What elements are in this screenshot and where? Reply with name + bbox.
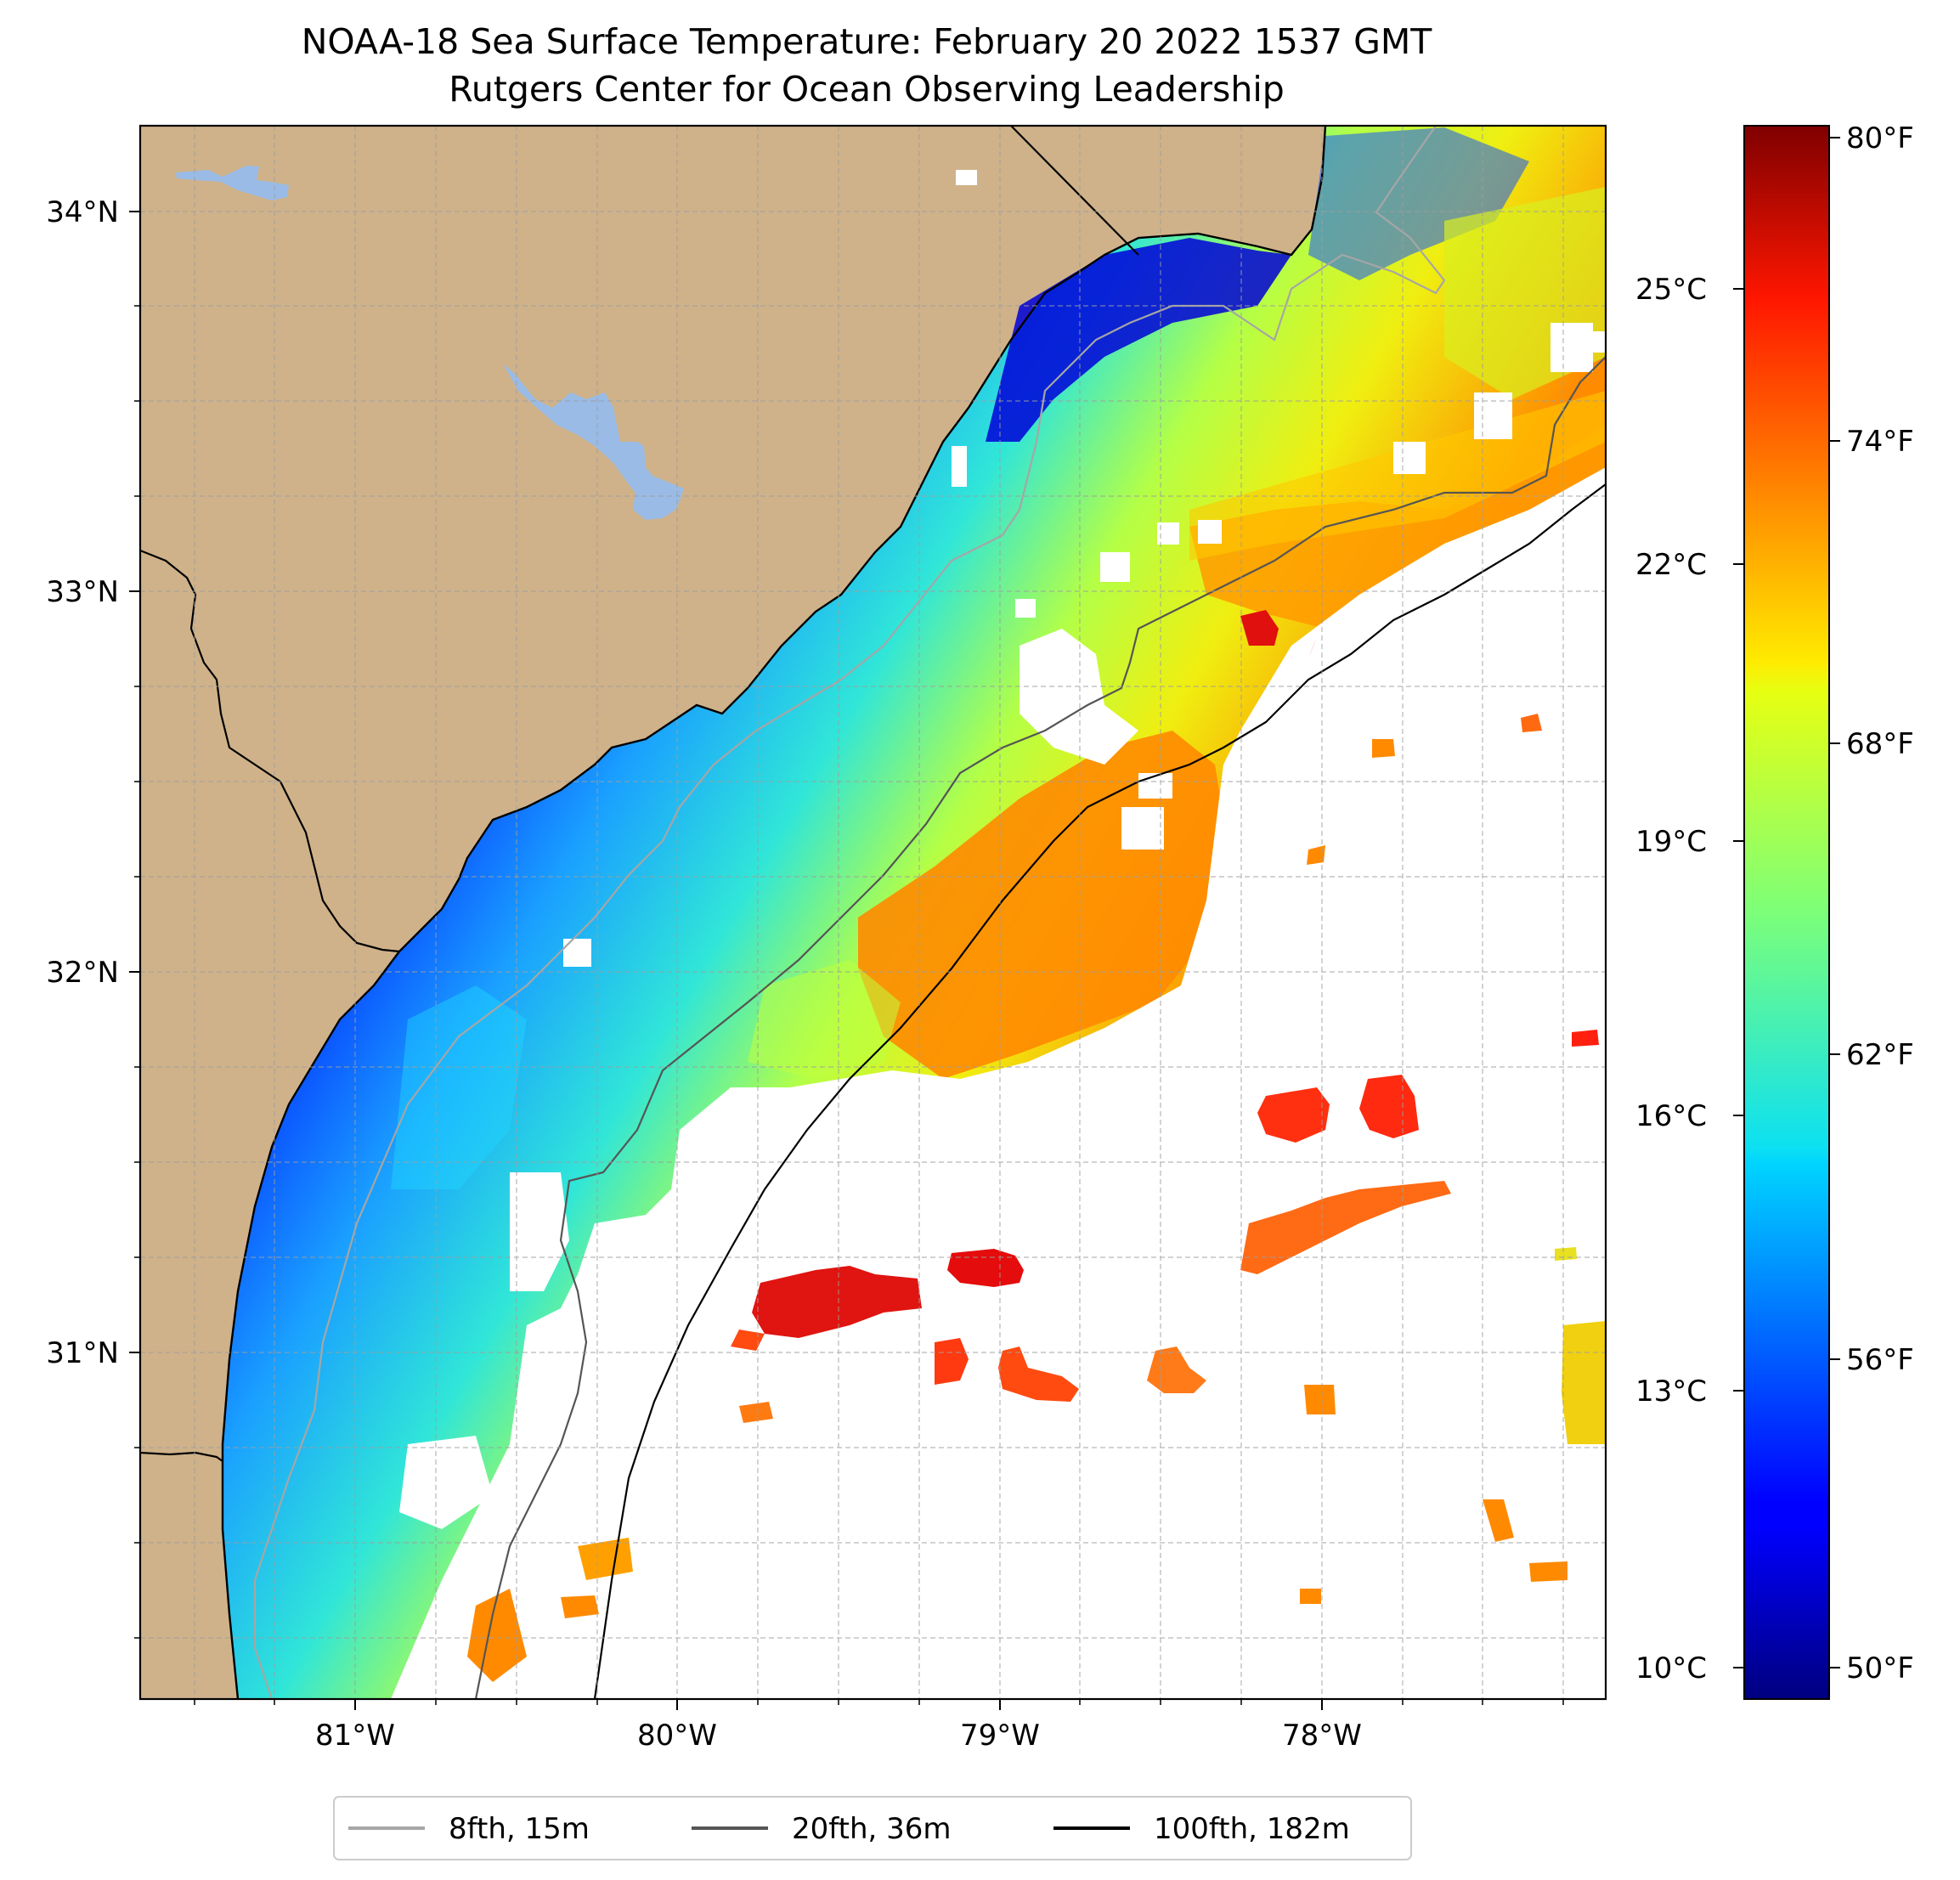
land — [140, 126, 1325, 1699]
colorbar-f-74: 74°F — [1846, 425, 1914, 459]
depth-contours — [253, 126, 1606, 1699]
colorbar-c-16: 16°C — [1635, 1099, 1707, 1133]
colorbar: 80°F 74°F 68°F 62°F 56°F 50°F 25°C 22°C … — [1635, 121, 1914, 1700]
colorbar-c-25: 25°C — [1635, 273, 1707, 307]
lat-label-34n: 34°N — [46, 195, 119, 229]
gridlines — [140, 126, 1606, 1699]
colorbar-f-80: 80°F — [1846, 121, 1914, 155]
colorbar-f-62: 62°F — [1846, 1038, 1914, 1072]
lat-axis: 34°N 33°N 32°N 31°N — [46, 195, 140, 1639]
lake-marion — [176, 166, 289, 200]
warm-patches — [467, 610, 1606, 1682]
title-line-1: NOAA-18 Sea Surface Temperature: Februar… — [302, 21, 1433, 62]
lat-label-32n: 32°N — [46, 956, 119, 990]
map-frame — [138, 124, 1607, 1701]
colorbar-c-13: 13°C — [1635, 1375, 1707, 1409]
lat-label-33n: 33°N — [46, 575, 119, 609]
colorbar-c-10: 10°C — [1635, 1651, 1707, 1685]
legend-label-100fth: 100fth, 182m — [1154, 1812, 1350, 1846]
legend-box — [333, 1796, 1412, 1860]
lon-label-78w: 78°W — [1282, 1719, 1362, 1753]
contour-20fth — [474, 356, 1606, 1699]
lon-axis: 81°W 80°W 79°W 78°W — [194, 1699, 1564, 1753]
colorbar-f-56: 56°F — [1846, 1343, 1914, 1377]
colorbar-f-68: 68°F — [1846, 727, 1914, 761]
map-panel — [140, 126, 1606, 1699]
state-boundary-sc-ga — [140, 549, 400, 953]
lon-label-79w: 79°W — [960, 1719, 1040, 1753]
title-line-2: Rutgers Center for Ocean Observing Leade… — [449, 69, 1285, 110]
colorbar-gradient — [1743, 125, 1830, 1700]
colorbar-c-19: 19°C — [1635, 825, 1707, 859]
lake-moultrie — [503, 364, 684, 520]
colorbar-c-22: 22°C — [1635, 548, 1707, 582]
state-boundary-nc-sc — [1010, 126, 1139, 256]
lon-label-80w: 80°W — [637, 1719, 717, 1753]
coastline — [221, 126, 1327, 1699]
lon-label-81w: 81°W — [315, 1719, 395, 1753]
legend: 8fth, 15m 20fth, 36m 100fth, 182m — [333, 1796, 1412, 1860]
legend-label-8fth: 8fth, 15m — [449, 1812, 590, 1846]
contour-8fth — [253, 126, 1446, 1699]
contour-100fth — [593, 483, 1606, 1699]
colorbar-f-50: 50°F — [1846, 1651, 1914, 1685]
lat-label-31n: 31°N — [46, 1336, 119, 1370]
state-boundary-ga-fl — [140, 1451, 223, 1462]
legend-label-20fth: 20fth, 36m — [792, 1812, 952, 1846]
